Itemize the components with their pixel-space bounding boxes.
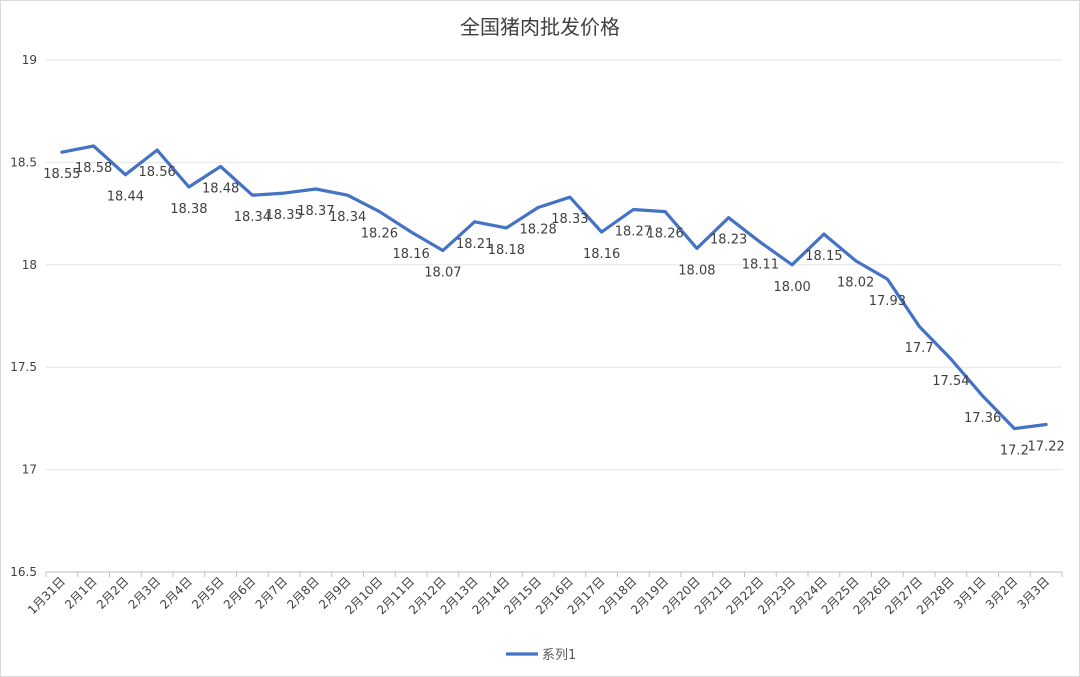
data-label: 18.23 (710, 233, 747, 248)
data-point (377, 210, 381, 213)
x-tick-label: 2月1日 (62, 574, 100, 612)
data-point (346, 193, 350, 197)
x-tick-label: 2月4日 (157, 574, 195, 612)
data-point (727, 216, 731, 220)
x-tick-label: 2月6日 (221, 574, 259, 612)
data-label: 18.27 (615, 225, 652, 240)
data-label: 17.2 (1000, 444, 1029, 459)
data-point (949, 357, 953, 361)
x-tick-label: 1月31日 (25, 574, 68, 617)
data-point (854, 259, 858, 263)
x-tick-label: 2月3日 (126, 574, 164, 612)
data-label: 18.11 (742, 257, 779, 272)
data-point (631, 208, 635, 211)
x-tick-label: 3月2日 (983, 574, 1021, 612)
data-label: 18.26 (361, 227, 398, 242)
x-tick-label: 2月8日 (284, 574, 322, 612)
data-point (409, 230, 413, 234)
data-point (758, 240, 762, 244)
y-tick-label: 17 (22, 463, 37, 477)
data-label: 17.54 (932, 374, 969, 389)
x-tick-label: 2月2日 (94, 574, 132, 612)
data-label: 17.22 (1028, 440, 1065, 455)
data-label: 18.37 (297, 204, 334, 219)
data-point (568, 195, 572, 199)
data-point (981, 394, 985, 398)
data-label: 18.48 (202, 181, 239, 196)
data-point (600, 230, 604, 234)
data-point (695, 247, 699, 250)
data-label: 18.44 (107, 190, 144, 205)
data-point (663, 210, 667, 213)
data-point (314, 187, 318, 191)
data-label: 18.26 (647, 227, 684, 242)
data-label: 17.7 (905, 341, 934, 356)
y-tick-label: 18 (22, 258, 37, 272)
y-tick-label: 19 (22, 53, 37, 67)
data-label: 17.93 (869, 294, 906, 309)
data-label: 18.56 (139, 165, 176, 180)
data-point (504, 226, 508, 230)
data-point (536, 206, 540, 209)
data-label: 18.34 (329, 210, 366, 225)
data-point (282, 191, 286, 195)
data-point (790, 263, 794, 267)
data-label: 18.16 (393, 247, 430, 262)
data-point (60, 150, 64, 154)
series-line (60, 144, 1048, 431)
y-tick-label: 17.5 (10, 360, 37, 374)
data-point (885, 277, 889, 281)
data-label: 18.35 (266, 208, 303, 223)
y-tick-label: 18.5 (10, 155, 37, 169)
data-label: 18.07 (424, 265, 461, 280)
data-label: 18.15 (805, 249, 842, 264)
data-label: 17.36 (964, 411, 1001, 426)
data-label: 18.55 (43, 167, 80, 182)
chart-title: 全国猪肉批发价格 (460, 15, 620, 39)
data-point (250, 193, 254, 197)
data-label: 18.38 (170, 202, 207, 217)
data-label: 18.28 (520, 222, 557, 237)
x-tick-label: 2月7日 (253, 574, 291, 612)
x-tick-label: 2月5日 (189, 574, 227, 612)
data-label: 18.58 (75, 161, 112, 176)
data-label: 18.00 (774, 280, 811, 295)
data-label: 18.34 (234, 210, 271, 225)
data-point (917, 324, 921, 328)
data-label: 18.16 (583, 247, 620, 262)
x-tick-label: 3月1日 (951, 574, 989, 612)
data-label: 18.02 (837, 276, 874, 291)
data-point (473, 220, 477, 224)
data-point (155, 148, 159, 152)
data-point (1044, 423, 1048, 426)
x-tick-label: 3月3日 (1015, 574, 1053, 612)
data-label: 18.33 (551, 212, 588, 227)
data-point (219, 165, 223, 168)
data-label: 18.21 (456, 237, 493, 252)
data-point (187, 185, 191, 189)
data-point (1012, 427, 1016, 431)
data-point (92, 144, 96, 148)
legend-label: 系列1 (542, 648, 576, 663)
y-tick-label: 16.5 (10, 565, 37, 579)
data-label: 18.18 (488, 243, 525, 258)
data-point (441, 249, 445, 252)
data-label: 18.08 (678, 263, 715, 278)
data-point (822, 232, 826, 236)
data-point (123, 173, 127, 177)
